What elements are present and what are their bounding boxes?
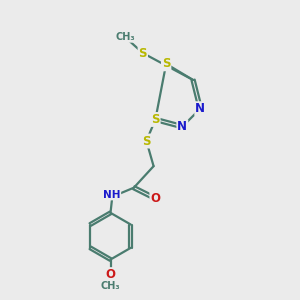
Text: N: N xyxy=(195,102,205,115)
Text: CH₃: CH₃ xyxy=(115,32,135,42)
Text: CH₃: CH₃ xyxy=(101,281,120,291)
Text: S: S xyxy=(139,46,147,59)
Text: O: O xyxy=(106,268,116,281)
Text: S: S xyxy=(162,57,170,70)
Text: S: S xyxy=(151,113,160,126)
Text: O: O xyxy=(150,192,161,205)
Text: S: S xyxy=(142,134,151,148)
Text: NH: NH xyxy=(103,190,120,200)
Text: N: N xyxy=(177,120,187,133)
